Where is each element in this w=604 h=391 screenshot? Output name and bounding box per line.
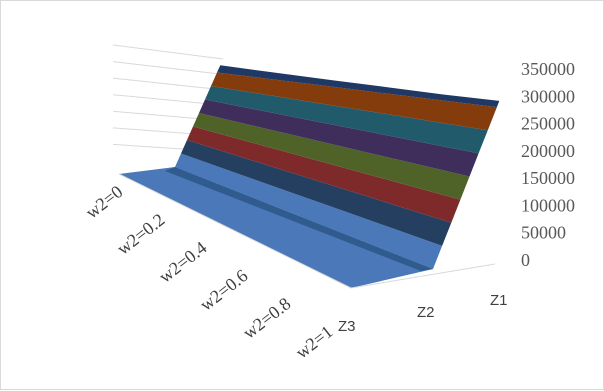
- z-tick-label: 200000: [521, 141, 575, 161]
- surface-floor: [119, 167, 433, 288]
- x-tick-label: w2=0.2: [113, 209, 168, 258]
- surface-band: [175, 153, 443, 269]
- gridline: [112, 44, 224, 60]
- surface-band: [193, 113, 470, 200]
- gridline: [112, 77, 224, 91]
- x-axis-line: [118, 173, 352, 289]
- z-tick-label: 150000: [521, 168, 575, 188]
- z-tick-label: 300000: [521, 86, 575, 106]
- x-tick-label: w2=0.8: [239, 293, 294, 342]
- x-tick-label: w2=0.6: [196, 265, 251, 314]
- surface-band: [211, 72, 497, 131]
- series-axis-line: [350, 263, 496, 289]
- surface-band: [205, 86, 488, 154]
- surface-band: [181, 140, 452, 246]
- series-tick-label: Z2: [417, 304, 435, 321]
- z-tick-label: 350000: [521, 59, 575, 79]
- surface-floor-edge: [165, 167, 433, 271]
- x-tick-label: w2=0.4: [155, 237, 210, 286]
- x-tick-label: w2=1: [292, 321, 337, 362]
- surface-band: [217, 65, 500, 108]
- z-tick-label: 250000: [521, 114, 575, 134]
- z-tick-label: 0: [521, 250, 530, 270]
- gridline: [112, 61, 224, 75]
- series-tick-label: Z3: [338, 318, 356, 335]
- surface-band: [187, 126, 461, 223]
- series-tick-label: Z1: [490, 292, 508, 309]
- surface-band: [199, 99, 479, 177]
- z-tick-label: 50000: [521, 223, 566, 243]
- z-tick-label: 100000: [521, 195, 575, 215]
- x-tick-label: w2=0: [82, 181, 127, 222]
